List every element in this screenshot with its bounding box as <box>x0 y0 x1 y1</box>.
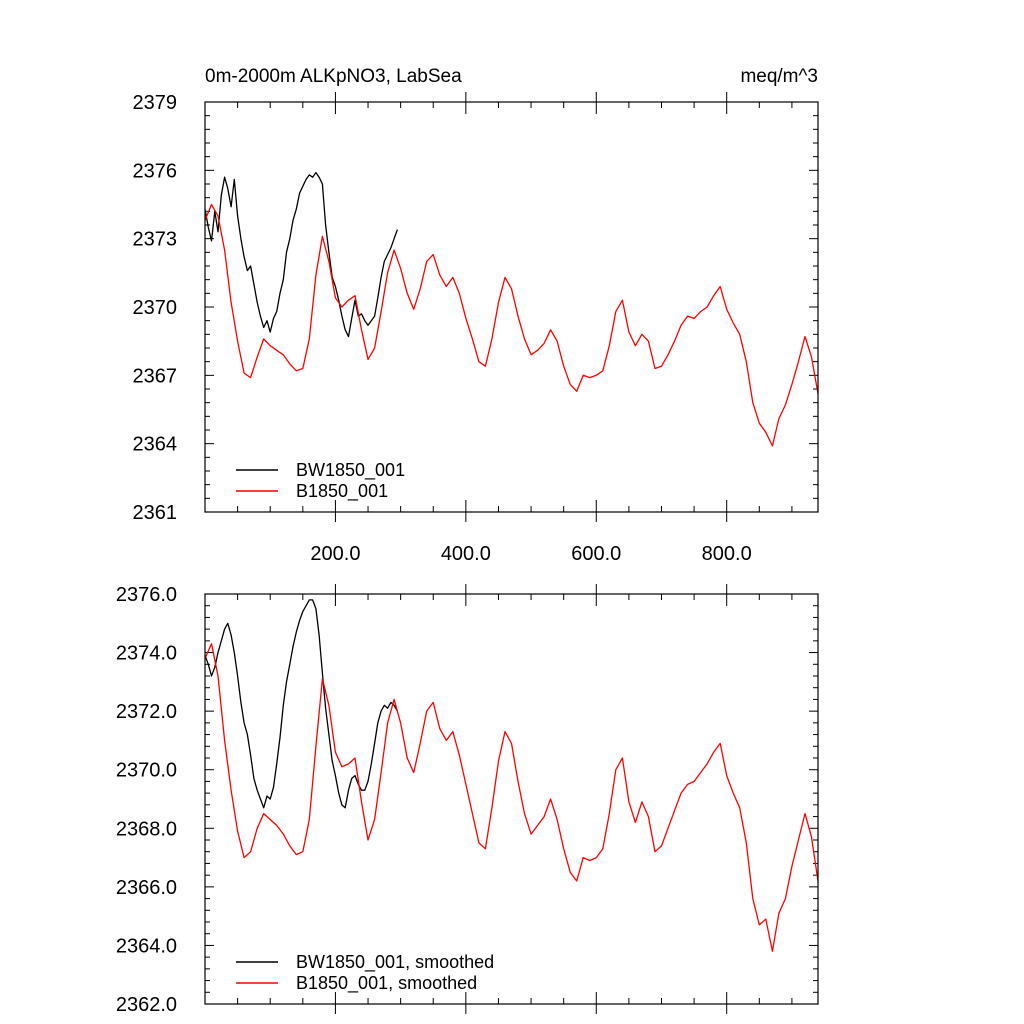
top-series-b1850-001 <box>204 203 819 447</box>
top-ytick-label: 2364 <box>133 434 178 456</box>
top-xtick-label: 200.0 <box>310 543 360 565</box>
top-xtick-label: 800.0 <box>702 543 752 565</box>
legend-label-b1850-smoothed: B1850_001, smoothed <box>296 973 477 994</box>
top-xtick-label: 400.0 <box>441 543 491 565</box>
top-ytick-label: 2370 <box>133 297 178 319</box>
top-title-units: meq/m^3 <box>740 66 818 87</box>
bottom-ytick-label: 2376.0 <box>116 584 177 606</box>
top-ytick-label: 2367 <box>133 365 178 387</box>
legend-label-bw1850: BW1850_001 <box>296 460 405 481</box>
legend-label-b1850: B1850_001 <box>296 481 388 502</box>
top-legend: BW1850_001 B1850_001 <box>236 460 405 502</box>
top-xtick-label: 600.0 <box>571 543 621 565</box>
bottom-legend: BW1850_001, smoothed B1850_001, smoothed <box>236 952 494 994</box>
bottom-ytick-label: 2372.0 <box>116 701 177 723</box>
top-ytick-label: 2373 <box>133 229 178 251</box>
bottom-ytick-label: 2368.0 <box>116 818 177 840</box>
bottom-ytick-label: 2364.0 <box>116 935 177 957</box>
top-plot-frame <box>204 101 819 513</box>
top-ytick-label: 2379 <box>133 92 178 114</box>
bottom-plot-frame <box>204 593 819 1005</box>
top-panel: 0m-2000m ALKpNO3, LabSea meq/m^3 2361 236… <box>133 66 819 565</box>
bottom-series-bw1850-001-smoothed <box>204 599 398 809</box>
bottom-ytick-label: 2374.0 <box>116 643 177 665</box>
legend-label-bw1850-smoothed: BW1850_001, smoothed <box>296 952 494 973</box>
bottom-ytick-label: 2366.0 <box>116 877 177 899</box>
top-title-left: 0m-2000m ALKpNO3, LabSea <box>205 66 462 87</box>
bottom-ytick-label: 2362.0 <box>116 994 177 1016</box>
top-series-bw1850-001 <box>204 171 399 338</box>
top-ytick-label: 2376 <box>133 160 178 182</box>
bottom-ytick-label: 2370.0 <box>116 760 177 782</box>
top-ytick-label: 2361 <box>133 502 178 524</box>
bottom-panel: 2362.0 2364.0 2366.0 2368.0 2370.0 2372.0 2374… <box>116 584 819 1016</box>
bottom-series-b1850-001-smoothed <box>204 643 819 952</box>
